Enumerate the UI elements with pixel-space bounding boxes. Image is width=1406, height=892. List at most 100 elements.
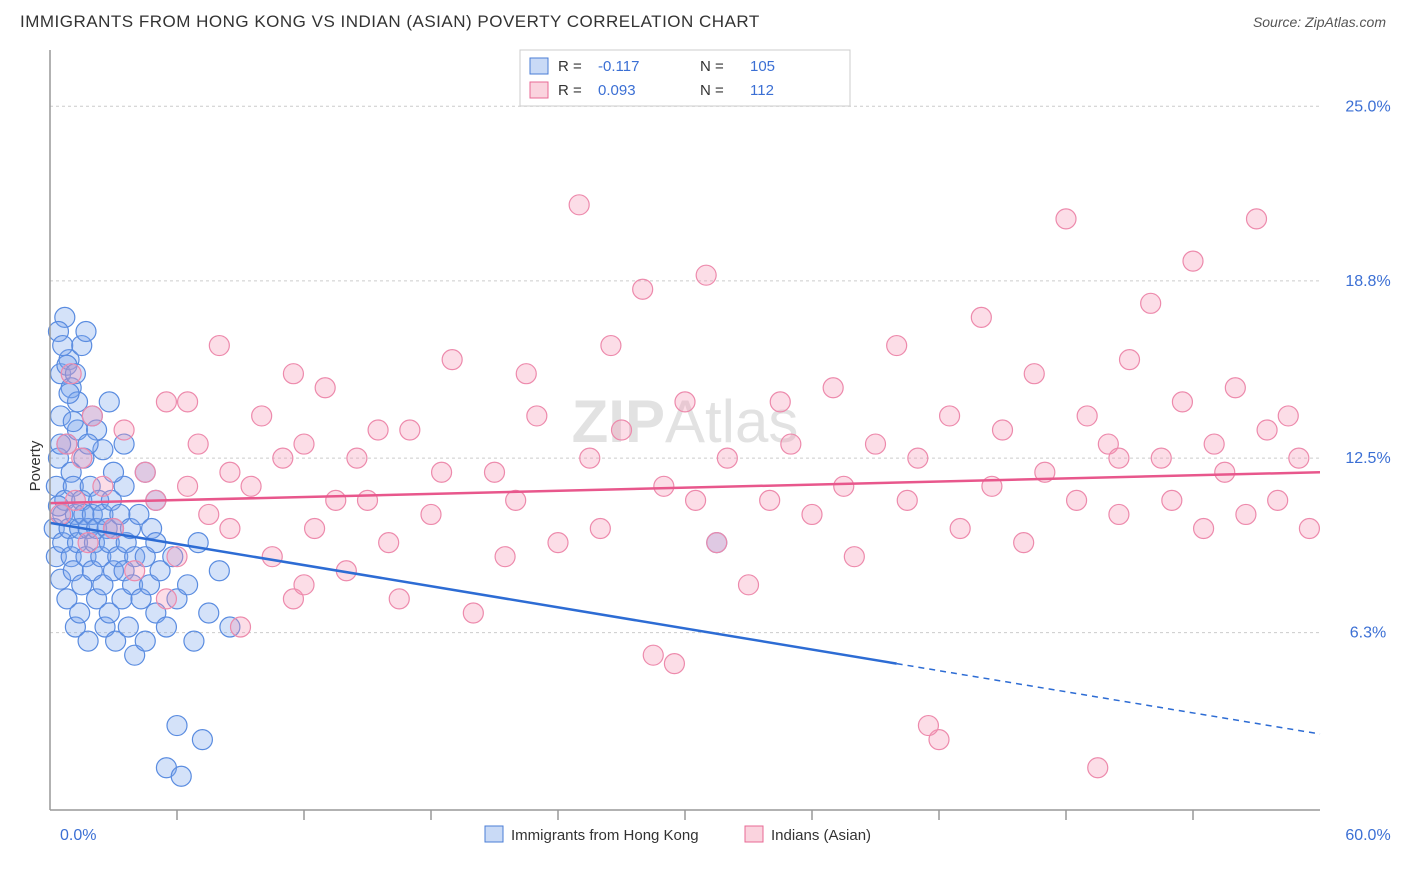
scatter-point [495, 547, 515, 567]
scatter-point [76, 321, 96, 341]
scatter-point [971, 307, 991, 327]
legend-r-label: R = [558, 82, 582, 99]
scatter-point [118, 617, 138, 637]
scatter-point [601, 336, 621, 356]
scatter-point [590, 519, 610, 539]
scatter-point [1014, 533, 1034, 553]
y-tick-label: 12.5% [1345, 450, 1390, 467]
scatter-point [178, 575, 198, 595]
y-axis-label: Poverty [27, 441, 44, 492]
scatter-point [844, 547, 864, 567]
scatter-point [707, 533, 727, 553]
scatter-point [1194, 519, 1214, 539]
scatter-point [580, 448, 600, 468]
scatter-point [156, 617, 176, 637]
scatter-point [1278, 406, 1298, 426]
scatter-point [993, 420, 1013, 440]
scatter-point [379, 533, 399, 553]
scatter-point [781, 434, 801, 454]
scatter-point [442, 350, 462, 370]
scatter-point [262, 547, 282, 567]
scatter-point [192, 730, 212, 750]
scatter-point [400, 420, 420, 440]
scatter-point [1141, 293, 1161, 313]
legend-n-value: 112 [750, 82, 774, 99]
scatter-point [347, 448, 367, 468]
scatter-point [463, 603, 483, 623]
scatter-point [1162, 490, 1182, 510]
scatter-point [760, 490, 780, 510]
scatter-point [220, 462, 240, 482]
scatter-point [950, 519, 970, 539]
scatter-point [717, 448, 737, 468]
x-axis-min-label: 0.0% [60, 827, 96, 844]
scatter-point [65, 490, 85, 510]
scatter-point [167, 716, 187, 736]
scatter-point [59, 383, 79, 403]
scatter-point [82, 406, 102, 426]
scatter-point [315, 378, 335, 398]
scatter-point [220, 519, 240, 539]
scatter-point [866, 434, 886, 454]
legend-r-value: 0.093 [598, 82, 636, 99]
scatter-point [1299, 519, 1319, 539]
scatter-point [802, 504, 822, 524]
legend-series-label: Indians (Asian) [771, 827, 871, 844]
scatter-point [686, 490, 706, 510]
scatter-point [156, 589, 176, 609]
scatter-point [1077, 406, 1097, 426]
scatter-point [72, 448, 92, 468]
scatter-point [70, 603, 90, 623]
scatter-point [1225, 378, 1245, 398]
scatter-point [78, 533, 98, 553]
scatter-point [887, 336, 907, 356]
scatter-point [294, 434, 314, 454]
scatter-point [368, 420, 388, 440]
legend-series-label: Immigrants from Hong Kong [511, 827, 699, 844]
scatter-point [1215, 462, 1235, 482]
regression-line-dashed [897, 664, 1320, 734]
scatter-point [63, 412, 83, 432]
scatter-point [171, 766, 191, 786]
scatter-point [834, 476, 854, 496]
scatter-point [389, 589, 409, 609]
scatter-point [1204, 434, 1224, 454]
regression-line [50, 472, 1320, 503]
scatter-point [770, 392, 790, 412]
scatter-point [93, 476, 113, 496]
scatter-point [358, 490, 378, 510]
scatter-point [1247, 209, 1267, 229]
scatter-point [664, 654, 684, 674]
scatter-point [633, 279, 653, 299]
scatter-point [1067, 490, 1087, 510]
scatter-point [1109, 504, 1129, 524]
scatter-point [506, 490, 526, 510]
scatter-point [527, 406, 547, 426]
scatter-point [908, 448, 928, 468]
scatter-chart: 6.3%12.5%18.8%25.0%ZIPAtlas0.0%60.0%R =-… [0, 40, 1406, 860]
scatter-point [294, 575, 314, 595]
scatter-point [61, 364, 81, 384]
chart-container: Poverty 6.3%12.5%18.8%25.0%ZIPAtlas0.0%6… [0, 40, 1406, 892]
scatter-point [199, 504, 219, 524]
scatter-point [178, 392, 198, 412]
scatter-point [231, 617, 251, 637]
scatter-point [654, 476, 674, 496]
scatter-point [53, 336, 73, 356]
scatter-point [1120, 350, 1140, 370]
scatter-point [135, 462, 155, 482]
scatter-point [241, 476, 261, 496]
scatter-point [156, 392, 176, 412]
scatter-point [199, 603, 219, 623]
scatter-point [78, 631, 98, 651]
scatter-point [569, 195, 589, 215]
scatter-point [1024, 364, 1044, 384]
scatter-point [516, 364, 536, 384]
legend-n-label: N = [700, 58, 724, 75]
scatter-point [273, 448, 293, 468]
legend-swatch [530, 58, 548, 74]
y-tick-label: 18.8% [1345, 273, 1390, 290]
scatter-point [167, 547, 187, 567]
scatter-point [940, 406, 960, 426]
legend-swatch [530, 82, 548, 98]
